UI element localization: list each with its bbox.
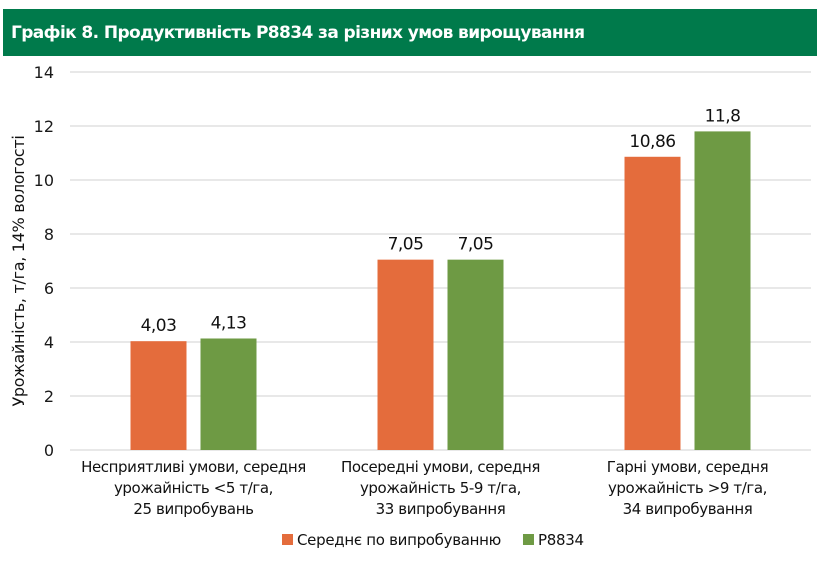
x-category-label: 33 випробування — [376, 500, 506, 518]
x-category-label: Несприятливі умови, середня — [81, 458, 306, 476]
bars — [130, 131, 751, 450]
x-category-label: 34 випробування — [623, 500, 753, 518]
x-category-label: урожайність 5-9 т/га, — [360, 479, 521, 497]
data-label: 11,8 — [705, 106, 741, 126]
chart-title-banner: Графік 8. Продуктивність P8834 за різних… — [3, 9, 817, 56]
legend-swatch-p8834 — [522, 534, 534, 545]
y-tick-label: 14 — [34, 63, 54, 82]
bar-p8834-1 — [447, 259, 504, 450]
y-tick-label: 2 — [44, 387, 54, 406]
x-category-label: Посередні умови, середня — [341, 458, 540, 476]
gridlines — [70, 71, 811, 451]
bar-p8834-2 — [694, 131, 751, 450]
data-labels: 4,03 4,13 7,05 7,05 10,86 11,8 — [141, 106, 741, 336]
x-axis-categories: Несприятливі умови, середня урожайність <… — [81, 458, 769, 518]
x-category-label: 25 випробувань — [133, 500, 253, 518]
bar-average-2 — [624, 156, 681, 450]
x-category-label: урожайність >9 т/га, — [608, 479, 767, 497]
bar-p8834-0 — [200, 338, 257, 450]
legend: Середнє по випробуванню P8834 — [282, 531, 584, 549]
data-label: 7,05 — [458, 235, 494, 255]
bar-average-1 — [377, 259, 434, 450]
y-tick-label: 8 — [44, 225, 54, 244]
x-category-label: урожайність <5 т/га, — [114, 479, 273, 497]
y-tick-label: 4 — [44, 333, 54, 352]
data-label: 7,05 — [388, 235, 424, 255]
y-tick-label: 10 — [34, 171, 54, 190]
y-axis-ticks: 0 2 4 6 8 10 12 14 — [34, 63, 54, 460]
bar-average-0 — [130, 341, 187, 450]
data-label: 4,13 — [211, 313, 247, 333]
x-category-label: Гарні умови, середня — [607, 458, 769, 476]
legend-label: P8834 — [538, 531, 584, 549]
y-tick-label: 6 — [44, 279, 54, 298]
y-tick-label: 0 — [44, 441, 54, 460]
y-tick-label: 12 — [34, 117, 54, 136]
data-label: 4,03 — [141, 316, 177, 336]
legend-label: Середнє по випробуванню — [297, 531, 501, 549]
chart-title: Графік 8. Продуктивність P8834 за різних… — [11, 22, 585, 43]
legend-swatch-average — [282, 534, 293, 545]
y-axis-title: Урожайність, т/га, 14% вологості — [9, 135, 28, 406]
data-label: 10,86 — [629, 132, 675, 152]
